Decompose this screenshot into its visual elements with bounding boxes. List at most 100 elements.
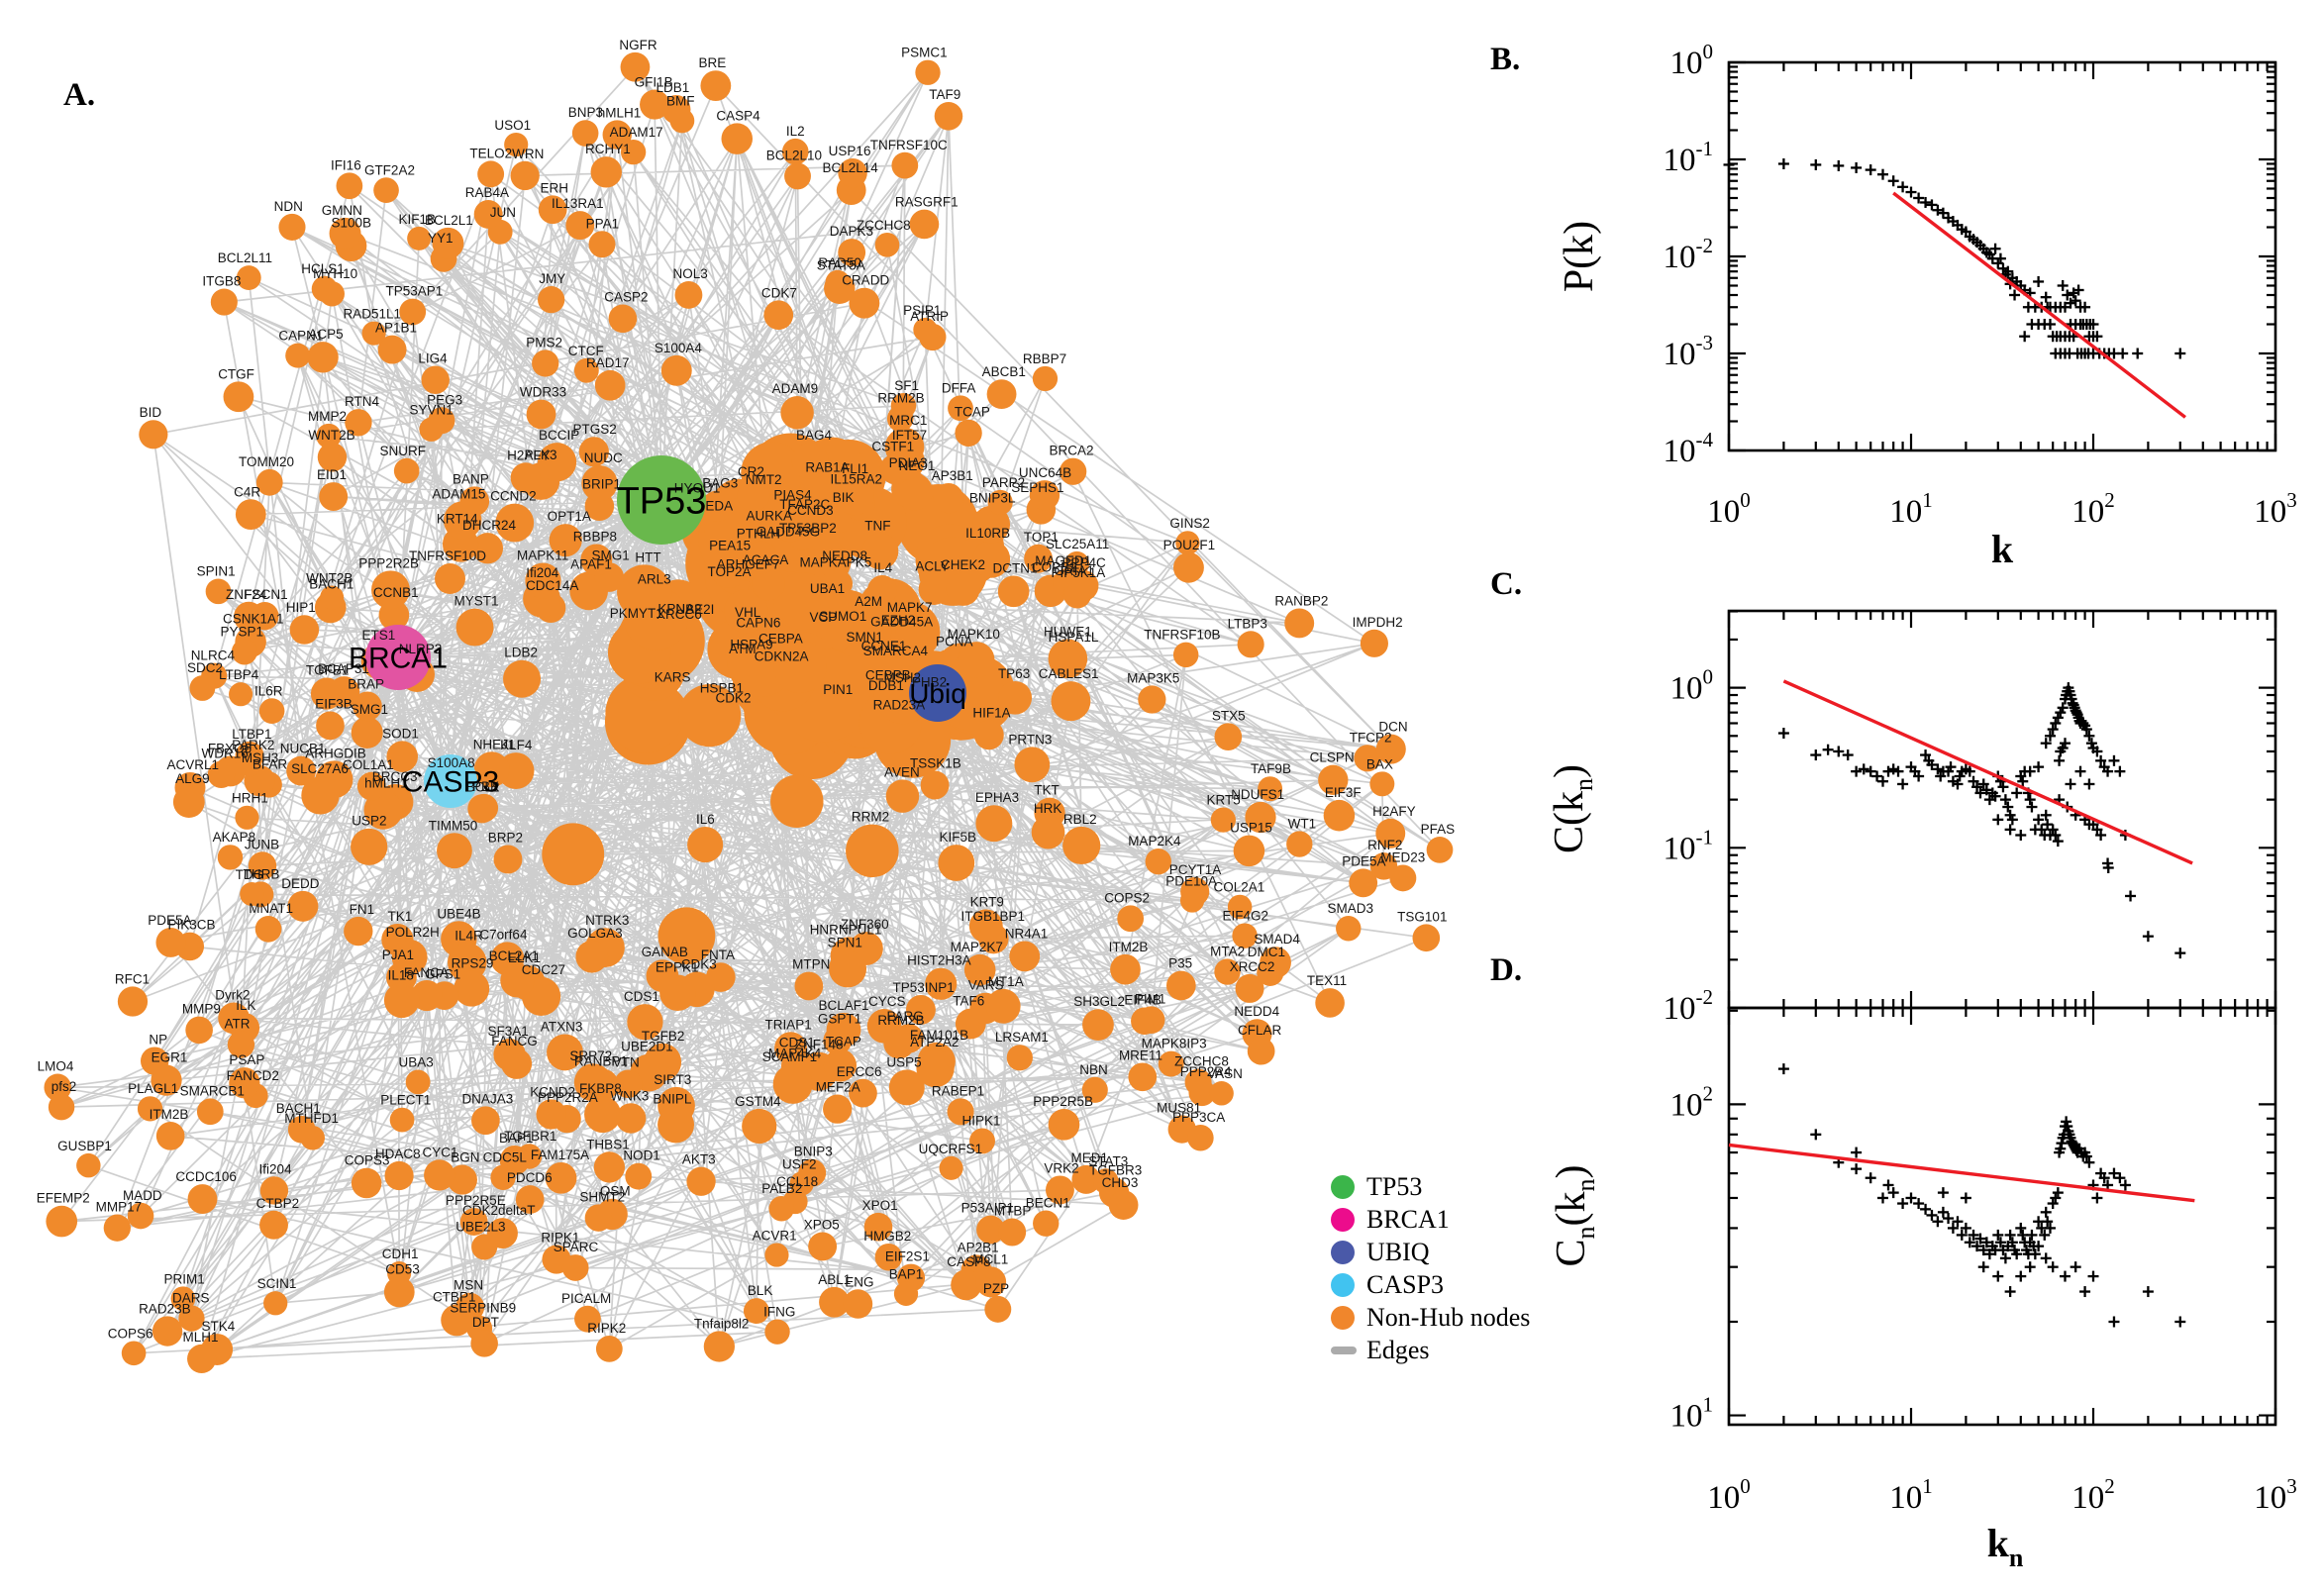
network-node [189,675,216,701]
network-node [471,1234,498,1260]
node-label: PSMC1 [901,46,948,60]
node-label: PDE5A [1342,853,1385,868]
node-label: CDK2deltaT [462,1203,536,1218]
node-label: RANBP1 [574,1054,628,1069]
legend-edge-swatch-icon [1331,1346,1357,1354]
node-label: BCL2L10 [766,148,822,162]
network-node [1138,685,1166,714]
node-label: CYCS [868,994,906,1009]
node-label: GPS1 [425,966,460,981]
network-node [1354,745,1381,772]
node-label: CTBP2 [256,1196,300,1211]
node-label: ACLY [915,558,949,573]
node-label: MRC1 [889,413,927,428]
node-label: ITGB8 [202,274,241,289]
node-label: RFC1 [115,971,150,986]
node-label: BNIP3L [969,491,1016,506]
node-label: VRK2 [1044,1160,1078,1175]
node-label: GANAB [642,945,688,959]
core-node-label: PCNA [936,634,973,648]
core-node-label: KARS [655,670,691,685]
network-node [584,1096,622,1134]
node-label: FSCN1 [244,587,287,602]
node-label: GMNN [322,203,362,218]
hub-labels: TP53 BRCA1 Ubiq CASP3 [349,480,966,798]
node-label: POU2F1 [1163,538,1216,552]
node-label: HIST2H3A [907,953,971,968]
node-label: PEG3 [427,392,462,407]
node-label: KCND2 [530,1084,575,1099]
node-label: FANCD2 [227,1068,279,1083]
network-node [773,640,827,694]
node-label: ADAM17 [610,125,663,140]
node-label: ERCC6 [837,1064,882,1079]
node-label: MUS81 [1157,1100,1201,1115]
node-label: LTBP3 [1228,616,1267,631]
network-node [495,503,535,543]
node-label: PLK3 [524,448,556,462]
core-node-label: TOP2A [708,564,752,579]
node-label: MTBP [994,1204,1032,1219]
network-node [984,1295,1012,1323]
network-node [614,1069,643,1099]
network-node [891,151,919,179]
network-node [1235,973,1264,1003]
node-label: FLI1 [842,461,868,476]
network-node [500,963,535,998]
network-node [1165,970,1196,1001]
node-label: HTT [635,549,660,564]
network-node [344,916,373,947]
network-node [424,1159,455,1191]
network-node [377,335,407,364]
network-node [155,1122,185,1150]
node-label: TGFBR1 [504,1129,556,1144]
network-node [838,239,866,266]
plot-panel-C: 100 10-1 10-2 C(kn) [1547,609,2277,1027]
tick-label: 10-1 [1664,825,1714,866]
node-label: BCCIP [539,428,579,443]
node-label: TAF6 [953,994,984,1009]
node-label: JUN [490,205,516,220]
node-label: DARS [172,1290,210,1305]
network-node [310,677,344,710]
network-node [1232,923,1258,948]
node-label: MED1 [1071,1150,1109,1165]
node-label: EFEMP2 [37,1191,90,1206]
node-label: RCHY1 [585,142,631,156]
node-label: TNF [864,519,890,534]
tick-label: 102 [1670,1081,1714,1123]
network-node [121,1341,147,1366]
node-label: CAPN1 [278,329,323,344]
node-label: RAD17 [586,355,630,370]
network-node [1227,894,1253,920]
network-node [503,659,542,698]
network-node [470,1330,498,1357]
node-label: PLAGL1 [128,1081,178,1096]
network-node [780,396,814,430]
network-node [881,657,911,687]
node-label: BRAP [348,677,384,692]
network-node [1031,815,1065,849]
core-node-label: DDB1 [868,678,904,693]
hub-node-casp3 [424,754,477,808]
node-label: TIMM50 [429,818,478,833]
node-label: MRE11 [1119,1047,1162,1062]
network-node [1014,747,1051,783]
network-node [411,979,443,1012]
node-label: CFLAR [1238,1023,1282,1038]
node-label: CD53 [385,1262,420,1277]
node-label: XPO1 [862,1198,898,1213]
node-label: ADAM9 [772,381,819,396]
network-node [987,489,1013,516]
network-node [532,349,559,377]
node-label: RABEP1 [932,1083,984,1098]
node-label: COPS3 [345,1153,390,1168]
network-node [399,298,427,326]
network-node [1006,1045,1033,1071]
node-label: LDB2 [504,646,538,660]
node-label: PSAP [229,1052,264,1067]
node-label: BCL2L1 [425,213,473,228]
node-label: ELK1 [508,950,541,965]
node-label: TEX11 [1307,973,1347,988]
